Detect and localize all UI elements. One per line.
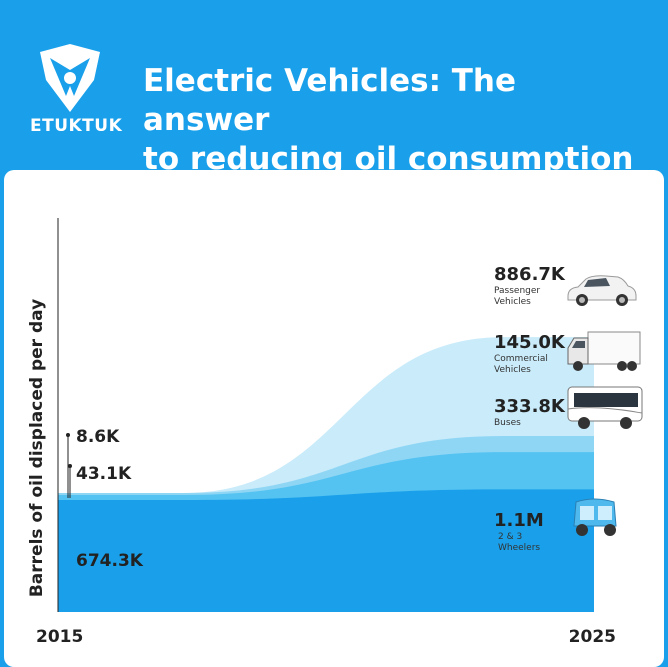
brand-logo: ETUKTUK bbox=[30, 42, 122, 136]
y-axis-label: Barrels of oil displaced per day bbox=[27, 299, 47, 597]
start-value-label: 8.6K bbox=[76, 427, 120, 447]
tuktuk-logo-icon bbox=[40, 44, 100, 112]
series-name-label: Vehicles bbox=[494, 365, 531, 375]
chart-card: Barrels of oil displaced per day 2015 2025… bbox=[4, 170, 664, 667]
car-icon bbox=[567, 275, 637, 306]
x-tick-label: 2015 bbox=[36, 627, 83, 647]
area-chart: Barrels of oil displaced per day 2015 2025… bbox=[27, 218, 616, 647]
chart-bands bbox=[58, 337, 594, 612]
truck-icon bbox=[567, 331, 641, 371]
series-name-label: Commercial bbox=[494, 354, 548, 364]
x-tick-label: 2025 bbox=[569, 627, 616, 647]
brand-name: ETUKTUK bbox=[30, 116, 123, 136]
end-value-label: 145.0K bbox=[494, 332, 566, 353]
band-2-3-wheelers bbox=[58, 489, 594, 612]
series-name-label: Wheelers bbox=[498, 543, 540, 553]
start-value-label: 43.1K bbox=[76, 464, 132, 484]
chart-labels: Barrels of oil displaced per day 2015 2025… bbox=[27, 264, 616, 647]
series-name-label: Vehicles bbox=[494, 297, 531, 307]
end-value-label: 886.7K bbox=[494, 264, 566, 285]
page-title: Electric Vehicles: The answer to reducin… bbox=[143, 62, 643, 179]
series-name-label: 2 & 3 bbox=[498, 532, 522, 542]
title-line-1: Electric Vehicles: The answer bbox=[143, 63, 517, 138]
label-leader-dot bbox=[66, 433, 70, 437]
series-name-label: Passenger bbox=[494, 286, 540, 296]
start-value-label: 674.3K bbox=[76, 551, 144, 571]
bus-icon bbox=[567, 386, 643, 429]
end-value-label: 333.8K bbox=[494, 396, 566, 417]
label-leader-dot bbox=[68, 464, 72, 468]
end-value-label: 1.1M bbox=[494, 510, 544, 531]
series-name-label: Buses bbox=[494, 418, 521, 428]
tuktuk-icon bbox=[573, 498, 617, 536]
